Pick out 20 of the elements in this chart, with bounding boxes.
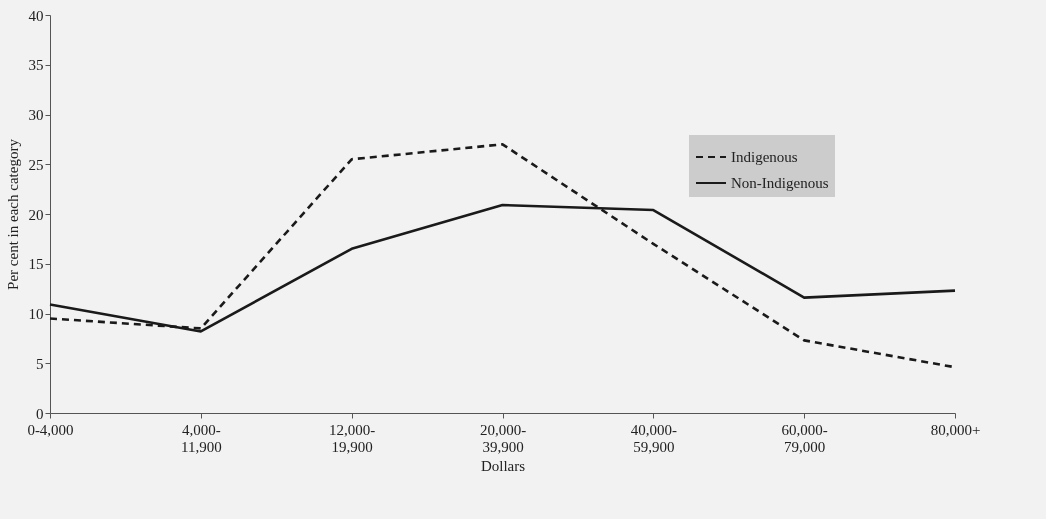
y-tick-label: 20 [28, 206, 44, 223]
legend-label: Non-Indigenous [731, 175, 829, 191]
y-tick-label: 0 [36, 405, 44, 422]
y-tick-label: 25 [28, 156, 44, 173]
x-axis-title: Dollars [480, 457, 526, 474]
y-tick-label: 35 [28, 57, 44, 74]
x-tick-label: 12,000- 19,900 [329, 421, 376, 455]
x-tick-label: 80,000+ [930, 421, 981, 438]
x-tick-label: 40,000- 59,900 [630, 421, 677, 455]
y-axis-title: Per cent in each category [4, 138, 21, 290]
x-tick-label: 20,000- 39,900 [479, 421, 527, 455]
legend-label: Indigenous [731, 149, 798, 165]
y-tick-label: 40 [28, 7, 44, 24]
y-tick-label: 5 [36, 355, 44, 372]
x-tick-label: 4,000- 11,900 [180, 421, 222, 455]
y-tick-label: 30 [28, 107, 44, 123]
y-tick-label: 10 [28, 306, 44, 322]
y-tick-label: 15 [28, 256, 44, 273]
x-tick-label: 0-4,000 [27, 421, 74, 438]
x-tick-label: 60,000- 79,000 [781, 421, 828, 455]
